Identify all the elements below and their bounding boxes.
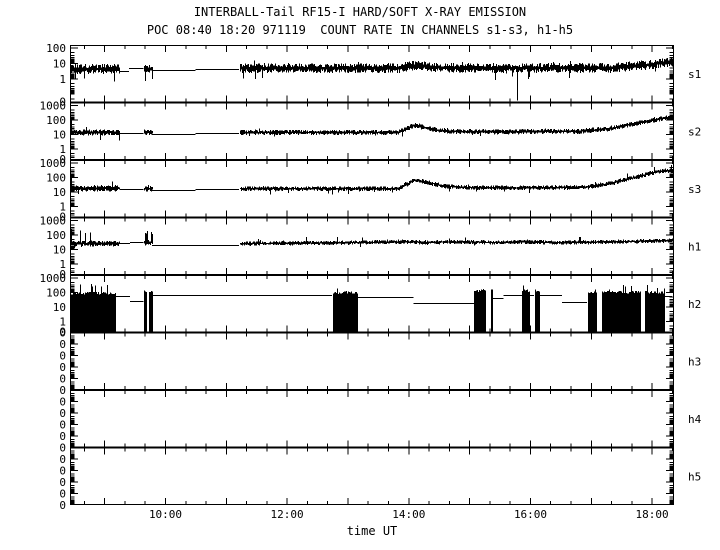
channel-label-h3: h3 xyxy=(688,355,701,368)
y-tick-label: 0 xyxy=(59,268,66,281)
y-tick-label: 0 xyxy=(59,326,66,339)
y-tick-zero-label: 0 xyxy=(59,384,66,397)
x-tick-label: 12:00 xyxy=(271,508,304,521)
y-tick-label: 10 xyxy=(53,244,66,257)
ticks-h5 xyxy=(71,448,673,505)
y-tick-zero-label: 0 xyxy=(59,361,66,374)
channel-label-s1: s1 xyxy=(688,68,701,81)
ticks-s2 xyxy=(71,103,673,159)
y-tick-label: 10 xyxy=(53,301,66,314)
y-tick-label: 1000 xyxy=(40,157,67,170)
y-tick-label: 0 xyxy=(59,96,66,109)
y-tick-label: 1 xyxy=(59,201,66,214)
y-tick-label: 10 xyxy=(53,186,66,199)
y-tick-label: 1000 xyxy=(40,215,67,228)
y-tick-label: 100 xyxy=(46,114,66,127)
ticks-h4 xyxy=(71,391,673,447)
y-tick-zero-label: 0 xyxy=(59,465,66,478)
y-tick-zero-label: 0 xyxy=(59,373,66,386)
panel-frame-s1 xyxy=(70,45,674,103)
y-tick-zero-label: 0 xyxy=(59,476,66,489)
panel-frame-h1 xyxy=(70,217,674,275)
panel-frame-h2 xyxy=(70,275,674,333)
y-tick-label: 0 xyxy=(59,211,66,224)
ticks-h1 xyxy=(71,218,673,274)
y-tick-label: 10 xyxy=(53,58,66,71)
y-tick-zero-label: 0 xyxy=(59,499,66,512)
y-tick-label: 1000 xyxy=(40,100,67,113)
x-tick-label: 16:00 xyxy=(514,508,547,521)
y-tick-zero-label: 0 xyxy=(59,419,66,432)
y-tick-zero-label: 0 xyxy=(59,350,66,363)
y-tick-zero-label: 0 xyxy=(59,488,66,501)
panel-frame-h5 xyxy=(70,447,674,505)
channel-label-s2: s2 xyxy=(688,125,701,138)
x-tick-label: 18:00 xyxy=(636,508,669,521)
x-axis-title: time UT xyxy=(346,524,398,538)
y-tick-label: 1 xyxy=(59,316,66,329)
y-tick-label: 100 xyxy=(46,172,66,185)
channel-label-h2: h2 xyxy=(688,298,701,311)
y-tick-zero-label: 0 xyxy=(59,396,66,409)
y-tick-label: 100 xyxy=(46,42,66,55)
panel-frame-h4 xyxy=(70,390,674,448)
y-tick-zero-label: 0 xyxy=(59,327,66,340)
channel-label-h1: h1 xyxy=(688,240,701,253)
y-tick-label: 1 xyxy=(59,258,66,271)
chart-subtitle: POC 08:40 18:20 971119 COUNT RATE IN CHA… xyxy=(146,23,574,37)
y-tick-zero-label: 0 xyxy=(59,442,66,455)
ticks-s1 xyxy=(71,46,673,102)
x-tick-label: 10:00 xyxy=(149,508,182,521)
panel-frame-s3 xyxy=(70,160,674,218)
chart-title: INTERBALL-Tail RF15-I HARD/SOFT X-RAY EM… xyxy=(193,5,527,19)
series-s3 xyxy=(71,165,673,195)
y-tick-label: 0 xyxy=(59,153,66,166)
series-h2 xyxy=(71,284,673,332)
x-axis-labels: 10:00 12:00 14:00 16:00 18:00 xyxy=(149,508,669,521)
y-tick-label: 1 xyxy=(59,73,66,86)
y-tick-label: 1000 xyxy=(40,272,67,285)
y-tick-zero-label: 0 xyxy=(59,338,66,351)
y-tick-label: 10 xyxy=(53,129,66,142)
ticks-s3 xyxy=(71,161,673,217)
ticks-h3 xyxy=(71,333,673,390)
x-tick-label: 14:00 xyxy=(392,508,425,521)
y-tick-zero-label: 0 xyxy=(59,453,66,466)
y-tick-label: 100 xyxy=(46,287,66,300)
series-h1 xyxy=(71,228,673,249)
channel-label-h4: h4 xyxy=(688,413,702,426)
y-tick-label: 1 xyxy=(59,143,66,156)
panel-frame-s2 xyxy=(70,102,674,160)
series-s2 xyxy=(71,115,673,141)
series-s1 xyxy=(71,57,673,101)
y-tick-zero-label: 0 xyxy=(59,407,66,420)
y-tick-zero-label: 0 xyxy=(59,430,66,443)
channel-label-s3: s3 xyxy=(688,183,701,196)
panel-frame-h3 xyxy=(70,332,674,390)
channel-label-h5: h5 xyxy=(688,470,701,483)
ticks-h2 xyxy=(71,276,673,332)
y-tick-label: 100 xyxy=(46,229,66,242)
